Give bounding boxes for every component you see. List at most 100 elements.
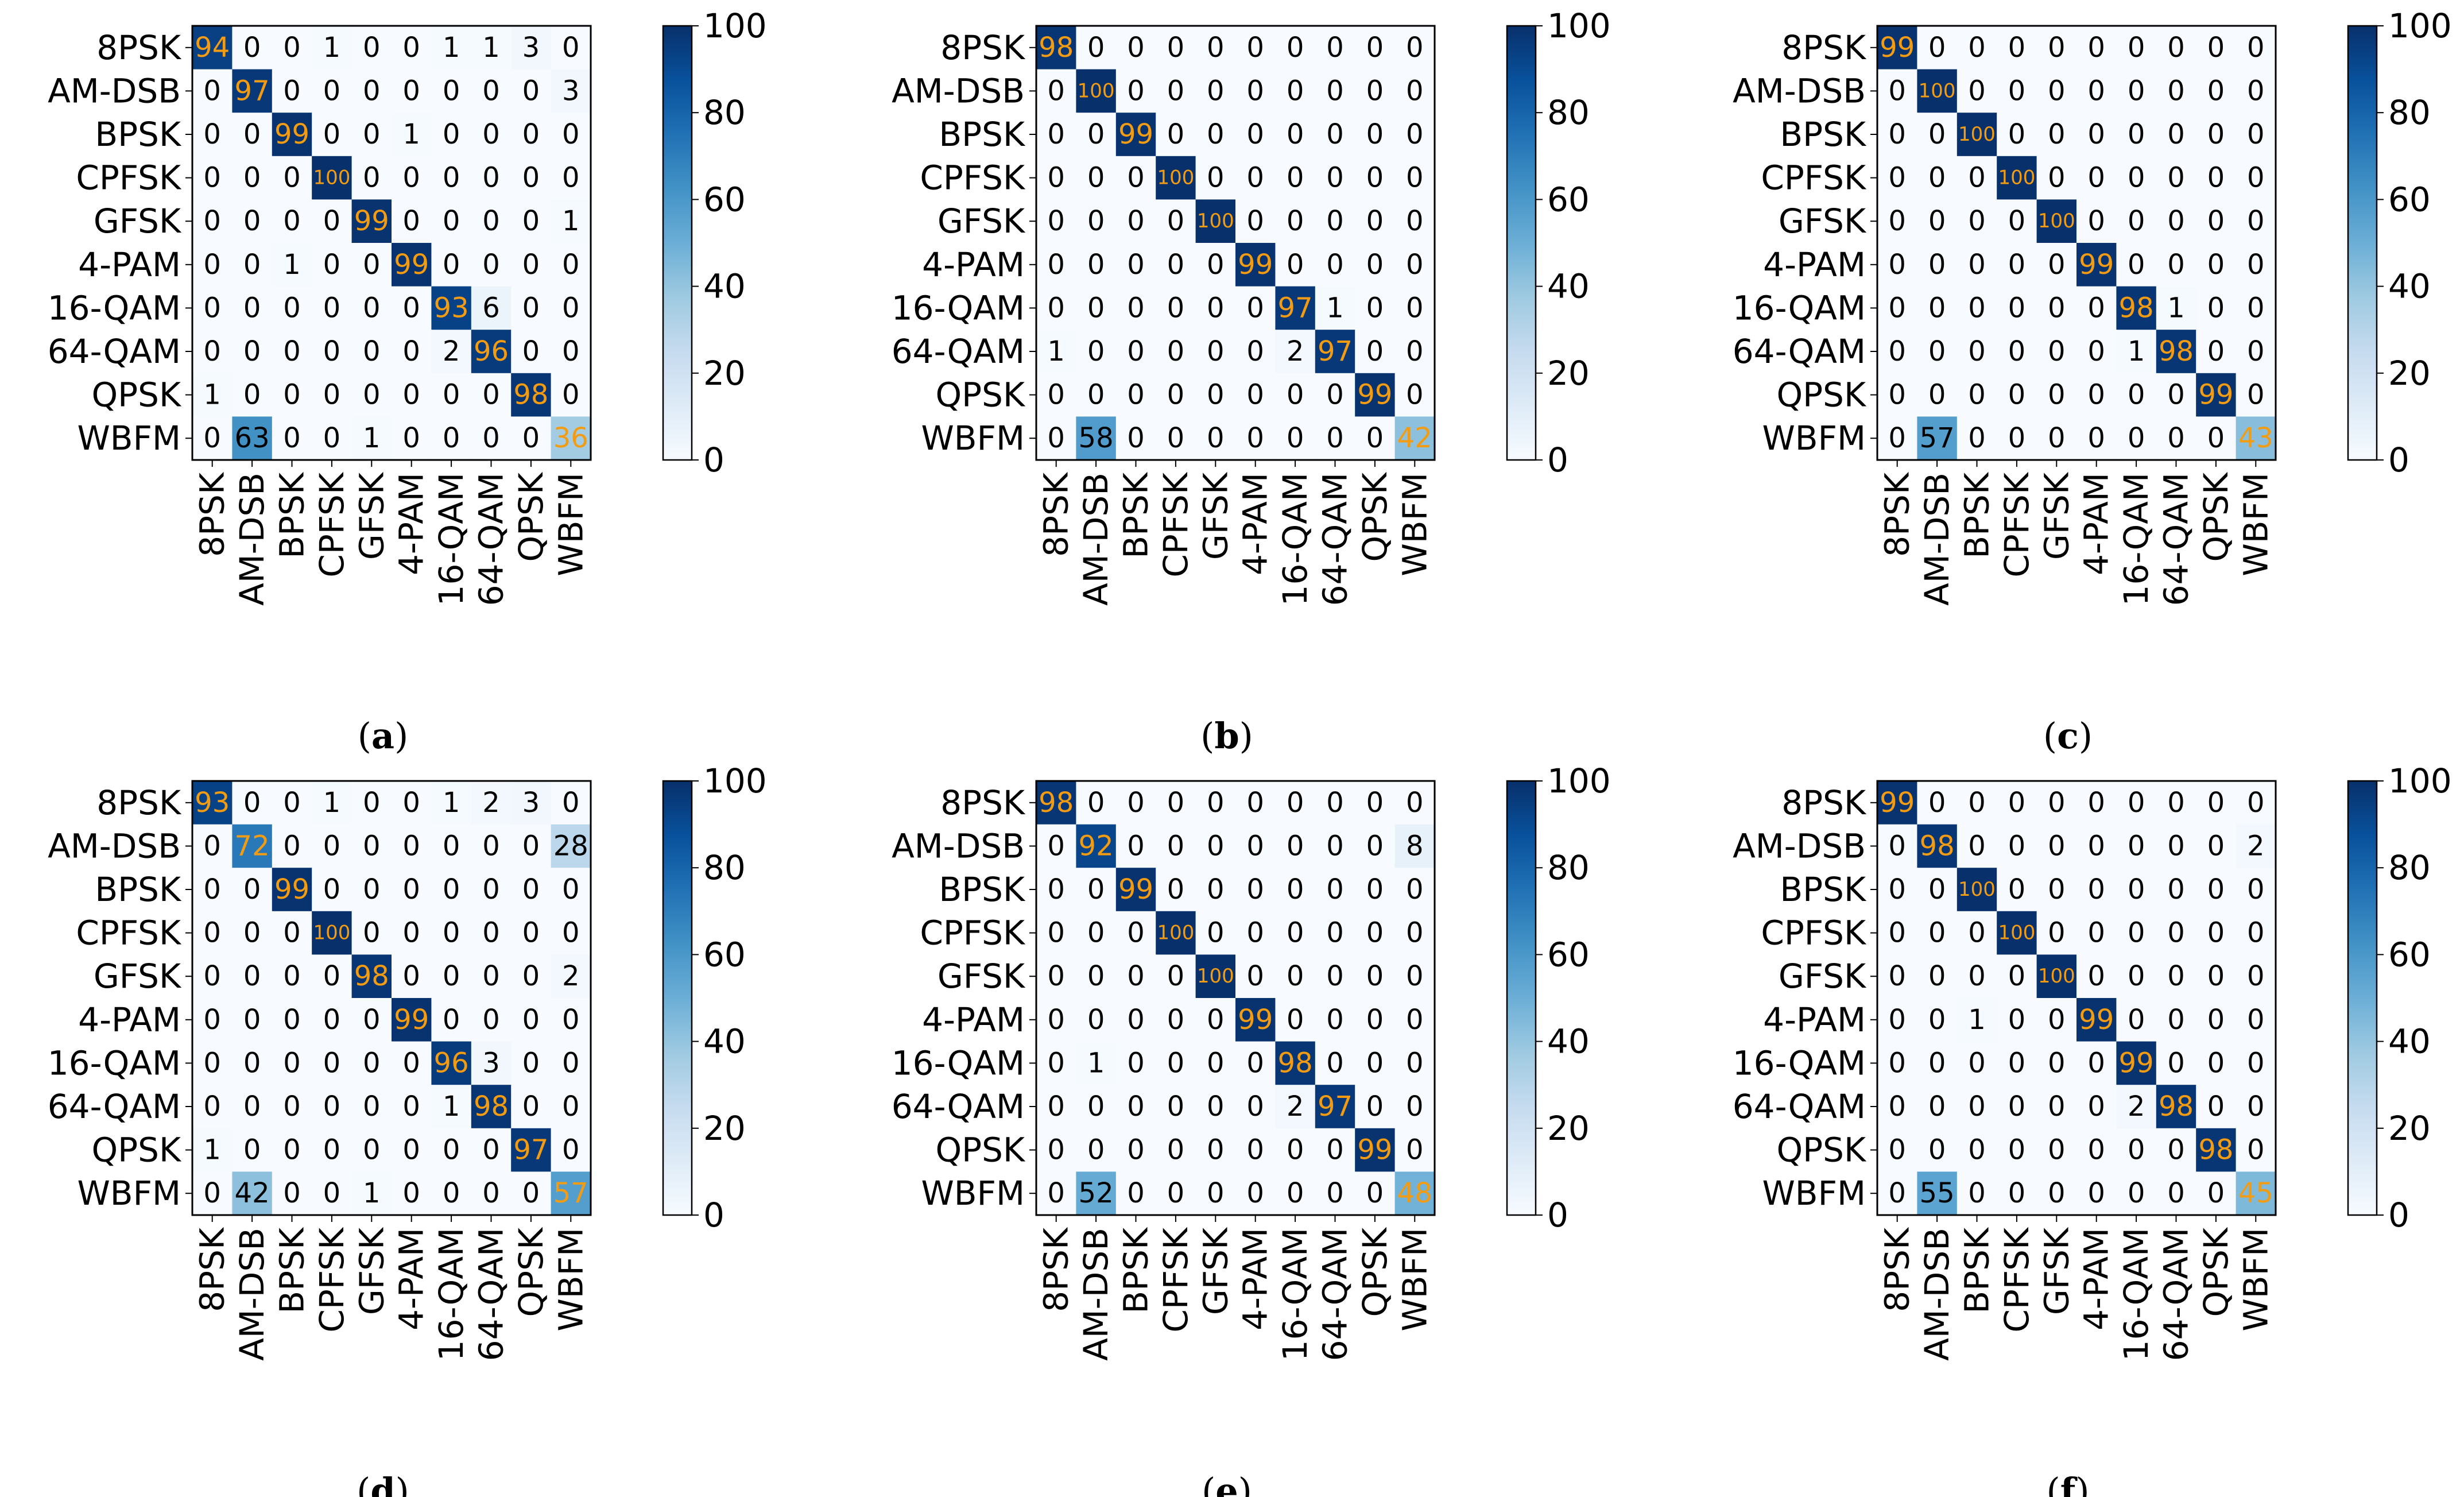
heatmap-cell <box>551 824 591 868</box>
cell-value: 2 <box>2128 1090 2145 1123</box>
heatmap-cell <box>2196 286 2237 330</box>
cell-value: 0 <box>1047 1177 1065 1209</box>
cell-value: 0 <box>562 335 580 368</box>
heatmap-cell <box>2076 868 2117 912</box>
cell-value: 97 <box>1318 335 1353 368</box>
heatmap-cell <box>2036 781 2077 825</box>
cell-value: 0 <box>2207 787 2225 819</box>
heatmap-cell <box>351 998 392 1042</box>
cell-value: 99 <box>1238 249 1273 281</box>
heatmap-cell <box>2156 1041 2196 1085</box>
heatmap-cell <box>272 1128 312 1172</box>
cell-value: 0 <box>323 422 341 454</box>
heatmap-cell <box>1115 998 1156 1042</box>
heatmap-cell <box>2116 330 2157 374</box>
heatmap-cell <box>1036 1041 1076 1085</box>
heatmap-cell <box>2116 113 2157 157</box>
cell-value: 0 <box>482 917 500 949</box>
cell-value: 0 <box>1127 830 1145 862</box>
cell-value: 0 <box>1888 292 1906 324</box>
cell-value: 0 <box>203 205 221 237</box>
cell-value: 0 <box>562 379 580 411</box>
heatmap-cell <box>232 373 273 417</box>
cell-value: 0 <box>243 32 261 64</box>
heatmap-cell <box>2196 1128 2237 1172</box>
heatmap-cell <box>1877 868 1917 912</box>
cell-value: 0 <box>1047 379 1065 411</box>
cell-value: 0 <box>1246 830 1264 862</box>
cell-value: 0 <box>1246 205 1264 237</box>
cell-value: 0 <box>1167 205 1185 237</box>
heatmap-cell <box>2236 243 2276 287</box>
heatmap-cell <box>1394 781 1435 825</box>
cell-value: 0 <box>363 118 381 150</box>
heatmap-cell <box>351 416 392 461</box>
heatmap-cell <box>1275 416 1316 461</box>
cell-value: 0 <box>283 205 301 237</box>
cell-value: 0 <box>1167 335 1185 368</box>
cell-value: 0 <box>2087 873 2105 906</box>
heatmap-cell <box>1315 199 1355 243</box>
cell-value: 0 <box>2207 1047 2225 1079</box>
heatmap-cell <box>232 911 273 955</box>
cell-value: 1 <box>1047 335 1065 368</box>
colorbar-tick-label: 20 <box>1547 1109 1590 1148</box>
y-tick-label: WBFM <box>77 419 181 458</box>
heatmap-cell <box>1877 998 1917 1042</box>
cell-value: 0 <box>1406 787 1424 819</box>
y-tick-label: CPFSK <box>920 914 1026 953</box>
cell-value: 0 <box>1287 162 1304 194</box>
cell-value: 0 <box>2247 379 2265 411</box>
cell-value: 0 <box>2167 162 2185 194</box>
heatmap-cell <box>1394 868 1435 912</box>
cell-value: 0 <box>1167 830 1185 862</box>
x-tick-label: 4-PAM <box>1236 1228 1275 1330</box>
y-tick-label: 4-PAM <box>1763 245 1866 284</box>
heatmap-cell <box>551 373 591 417</box>
heatmap-cell <box>392 1128 432 1172</box>
heatmap-cell <box>511 954 552 999</box>
cell-value: 94 <box>195 32 230 64</box>
cell-value: 0 <box>1888 205 1906 237</box>
heatmap-cell <box>1156 416 1196 461</box>
x-tick-label: AM-DSB <box>1917 1228 1957 1361</box>
heatmap-cell <box>1115 1085 1156 1129</box>
heatmap-cell <box>2156 998 2196 1042</box>
cell-value: 0 <box>1968 32 1986 64</box>
heatmap-cell <box>1115 286 1156 330</box>
cell-value: 0 <box>283 162 301 194</box>
cell-value: 0 <box>283 960 301 992</box>
cell-value: 0 <box>1928 205 1946 237</box>
cell-value: 0 <box>1127 1177 1145 1209</box>
x-tick-label: 64-QAM <box>472 1228 511 1361</box>
heatmap-cell <box>1115 1041 1156 1085</box>
heatmap-cell <box>1355 286 1396 330</box>
heatmap-cell <box>192 1171 233 1216</box>
cell-value: 0 <box>2128 917 2145 949</box>
cell-value: 0 <box>562 1047 580 1079</box>
cell-value: 0 <box>283 292 301 324</box>
heatmap-cell <box>1917 1041 1958 1085</box>
cell-value: 0 <box>1167 1047 1185 1079</box>
cell-value: 0 <box>1127 1090 1145 1123</box>
cell-value: 100 <box>1998 922 2035 945</box>
cell-value: 0 <box>2008 1134 2026 1166</box>
cell-value: 0 <box>1888 118 1906 150</box>
heatmap-cell <box>2076 1041 2117 1085</box>
heatmap-cell <box>1156 868 1196 912</box>
heatmap-cell <box>471 199 512 243</box>
cell-value: 0 <box>1928 917 1946 949</box>
colorbar-tick-label: 40 <box>2388 267 2431 306</box>
heatmap-cell <box>1997 1128 2037 1172</box>
heatmap-cell <box>1997 868 2037 912</box>
heatmap-cell <box>1195 824 1236 868</box>
cell-value: 0 <box>203 162 221 194</box>
heatmap-cell <box>392 330 432 374</box>
heatmap-cell <box>2156 1171 2196 1216</box>
cell-value: 0 <box>562 118 580 150</box>
cell-value: 0 <box>2048 917 2066 949</box>
y-tick-label: GFSK <box>1779 957 1867 996</box>
heatmap-cell <box>1235 1128 1276 1172</box>
heatmap-cell <box>1156 911 1196 955</box>
heatmap-cell <box>2036 954 2077 999</box>
